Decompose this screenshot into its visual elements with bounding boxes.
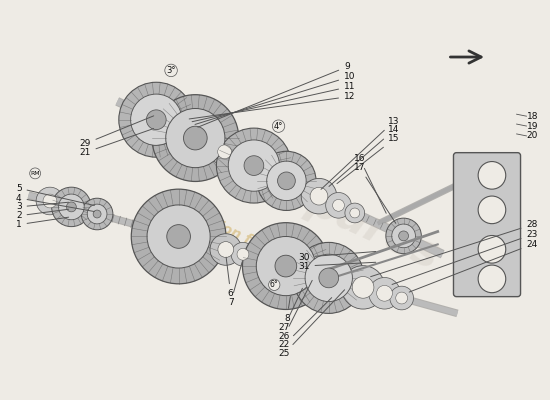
Circle shape bbox=[267, 161, 306, 200]
Text: 31: 31 bbox=[298, 262, 376, 270]
Text: 27: 27 bbox=[278, 288, 303, 332]
Text: 22: 22 bbox=[278, 298, 332, 350]
Circle shape bbox=[244, 156, 264, 176]
Text: RM: RM bbox=[30, 171, 40, 176]
Text: 5: 5 bbox=[16, 184, 95, 206]
Circle shape bbox=[131, 94, 182, 145]
Circle shape bbox=[377, 285, 392, 301]
Text: 9: 9 bbox=[198, 62, 350, 127]
Circle shape bbox=[81, 198, 113, 230]
Circle shape bbox=[275, 255, 296, 277]
Text: 17: 17 bbox=[354, 163, 396, 223]
Text: 8: 8 bbox=[284, 296, 290, 323]
Circle shape bbox=[146, 110, 166, 130]
Circle shape bbox=[228, 140, 279, 191]
Circle shape bbox=[52, 187, 91, 227]
Text: 13: 13 bbox=[321, 117, 400, 189]
Text: 23: 23 bbox=[392, 230, 538, 284]
Circle shape bbox=[147, 205, 210, 268]
Circle shape bbox=[184, 126, 207, 150]
Text: 30: 30 bbox=[298, 252, 376, 262]
Circle shape bbox=[390, 286, 414, 310]
FancyBboxPatch shape bbox=[454, 153, 520, 297]
Circle shape bbox=[345, 203, 365, 223]
Circle shape bbox=[152, 95, 239, 182]
Circle shape bbox=[392, 224, 415, 248]
Text: 14: 14 bbox=[329, 126, 400, 186]
Circle shape bbox=[237, 248, 249, 260]
Text: 16: 16 bbox=[354, 154, 386, 213]
Circle shape bbox=[305, 254, 353, 302]
Circle shape bbox=[67, 202, 76, 212]
Circle shape bbox=[352, 276, 374, 298]
Text: a passion for parts since 1985: a passion for parts since 1985 bbox=[170, 198, 390, 310]
Circle shape bbox=[478, 265, 506, 293]
Circle shape bbox=[386, 218, 421, 254]
Circle shape bbox=[399, 231, 409, 241]
Text: 28: 28 bbox=[371, 220, 538, 277]
Circle shape bbox=[131, 189, 226, 284]
Text: 18: 18 bbox=[526, 112, 538, 121]
Circle shape bbox=[119, 82, 194, 157]
Text: 3: 3 bbox=[16, 202, 69, 212]
Circle shape bbox=[278, 172, 295, 190]
Circle shape bbox=[319, 268, 339, 288]
Text: 11: 11 bbox=[192, 82, 355, 122]
Circle shape bbox=[87, 204, 107, 224]
Text: 29: 29 bbox=[79, 116, 153, 148]
Text: 15: 15 bbox=[337, 134, 400, 184]
Text: 1: 1 bbox=[16, 217, 69, 229]
Circle shape bbox=[166, 108, 225, 168]
Circle shape bbox=[210, 234, 241, 265]
Text: 7: 7 bbox=[228, 262, 242, 307]
Text: eurospares: eurospares bbox=[173, 121, 446, 279]
Text: 4: 4 bbox=[16, 194, 95, 212]
Circle shape bbox=[293, 242, 364, 314]
Text: 4°: 4° bbox=[274, 122, 283, 131]
Circle shape bbox=[216, 128, 292, 203]
Circle shape bbox=[333, 200, 344, 211]
Circle shape bbox=[257, 151, 316, 210]
Text: 6: 6 bbox=[226, 257, 234, 298]
Circle shape bbox=[211, 138, 238, 166]
Circle shape bbox=[93, 210, 101, 218]
Circle shape bbox=[218, 145, 232, 159]
Circle shape bbox=[231, 242, 255, 266]
Circle shape bbox=[326, 192, 351, 218]
Circle shape bbox=[342, 266, 385, 309]
Text: 26: 26 bbox=[278, 280, 312, 340]
Circle shape bbox=[58, 194, 84, 220]
Text: 12: 12 bbox=[189, 92, 355, 119]
Circle shape bbox=[368, 278, 400, 309]
Text: 2: 2 bbox=[16, 209, 69, 220]
Circle shape bbox=[167, 225, 190, 248]
Circle shape bbox=[301, 178, 337, 214]
Circle shape bbox=[396, 292, 408, 304]
Circle shape bbox=[478, 236, 506, 263]
Circle shape bbox=[478, 162, 506, 189]
Circle shape bbox=[218, 242, 234, 257]
Circle shape bbox=[43, 194, 57, 208]
Text: 21: 21 bbox=[79, 128, 153, 157]
Circle shape bbox=[256, 236, 316, 296]
Text: 6°: 6° bbox=[270, 280, 279, 289]
Text: 24: 24 bbox=[409, 240, 538, 292]
Text: 25: 25 bbox=[278, 290, 345, 358]
Text: 20: 20 bbox=[526, 132, 538, 140]
Text: 19: 19 bbox=[526, 122, 538, 130]
Text: 3°: 3° bbox=[166, 66, 176, 75]
Circle shape bbox=[243, 223, 329, 310]
Circle shape bbox=[478, 196, 506, 224]
Circle shape bbox=[350, 208, 360, 218]
Circle shape bbox=[310, 187, 328, 205]
Circle shape bbox=[36, 187, 64, 215]
Text: 10: 10 bbox=[195, 72, 355, 124]
